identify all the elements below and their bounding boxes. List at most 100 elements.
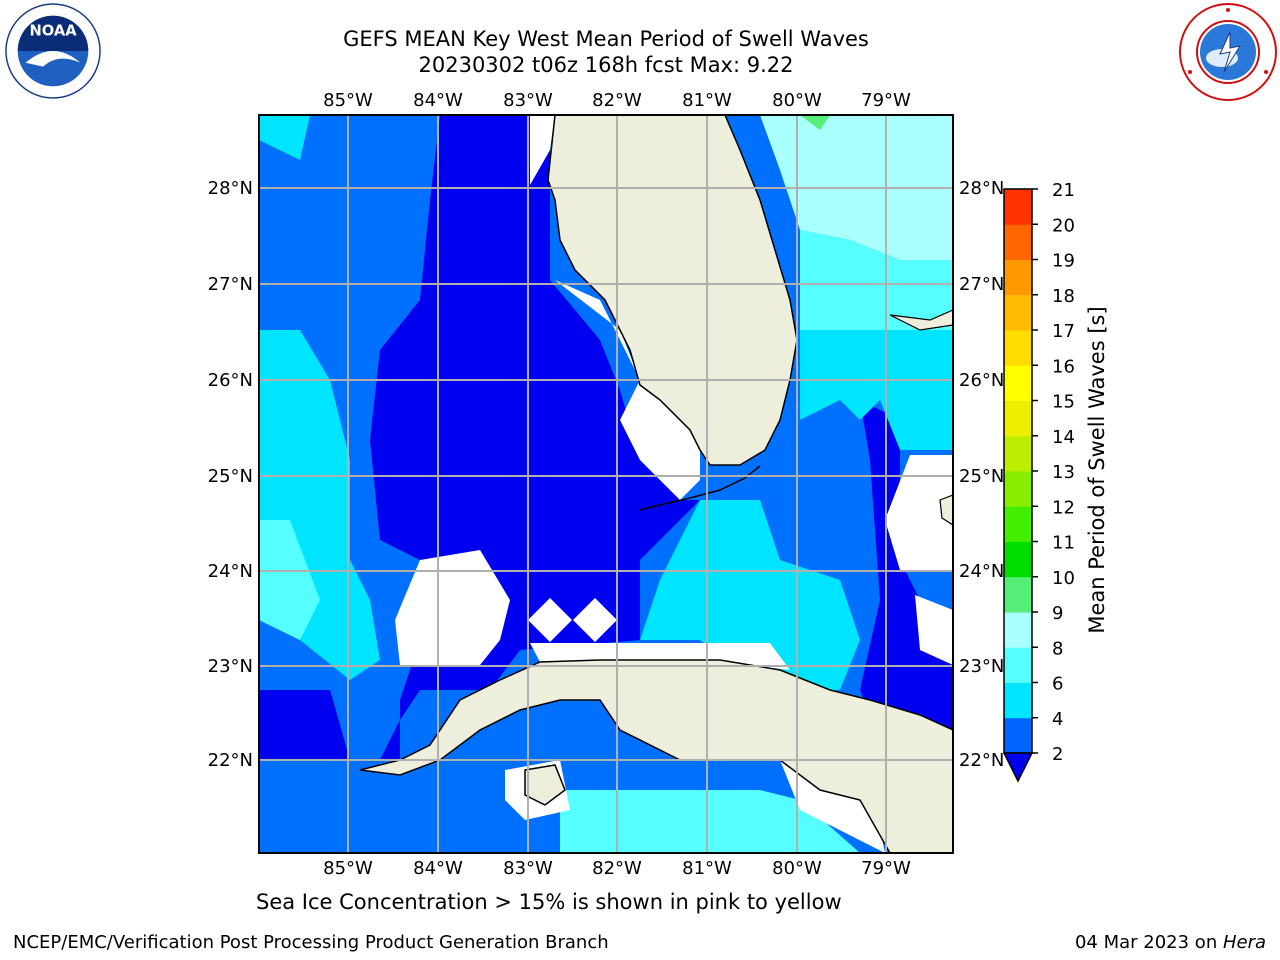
map-area [259,115,953,853]
nodata-region-bahamas-se [915,595,953,665]
land-bahamas-north [889,309,953,331]
footer-host: Hera [1222,932,1266,953]
colorbar-swatch [1004,224,1032,260]
map-gridlines [259,115,953,853]
colorbar-tick-label: 13 [1052,462,1075,483]
lon-labels-bottom: 85°W 84°W 83°W 82°W 81°W 80°W 79°W [323,858,911,879]
nodata-region-diamond-2 [573,598,617,642]
svg-text:NOAA: NOAA [29,22,77,39]
colorbar-swatch [1004,717,1032,754]
nodata-region-nw-florida [530,115,555,185]
nws-logo [1179,3,1277,101]
lat-label: 23°N [959,656,1004,677]
colorbar-tick-label: 8 [1052,638,1063,659]
lat-label: 25°N [208,466,253,487]
lon-label: 85°W [323,858,373,879]
chart-title: GEFS MEAN Key West Mean Period of Swell … [343,27,869,51]
colorbar-swatch [1004,471,1032,507]
lat-labels-right: 28°N 27°N 26°N 25°N 24°N 23°N 22°N [959,178,1004,771]
lon-label: 83°W [503,90,553,111]
lon-label: 82°W [592,858,642,879]
swell-region-lightcyan-west [259,520,320,640]
swell-region-cyan-ne [800,230,953,330]
lat-label: 28°N [208,178,253,199]
sea-ice-note: Sea Ice Concentration > 15% is shown in … [256,890,842,914]
lat-label: 26°N [208,370,253,391]
lat-label: 23°N [208,656,253,677]
swell-region-cyan-nw [259,115,310,160]
chart-subtitle: 20230302 t06z 168h fcst Max: 9.22 [418,53,794,77]
colorbar-swatch [1004,294,1032,331]
colorbar-tick-label: 11 [1052,533,1075,554]
colorbar-tick-label: 15 [1052,392,1075,413]
lon-label: 82°W [592,90,642,111]
colorbar-tick-label: 19 [1052,251,1075,272]
lon-label: 83°W [503,858,553,879]
swell-region-dark-blue-east [860,400,953,740]
land-florida [547,115,798,466]
swell-region-cyan-straits [640,500,860,690]
colorbar-swatch [1004,576,1032,613]
noaa-logo: NOAA [5,3,101,99]
colorbar-tick-label: 4 [1052,709,1063,730]
nodata-region-gulf-coast [555,280,700,500]
nodata-region-diamond-1 [528,598,572,642]
lat-labels-left: 28°N 27°N 26°N 25°N 24°N 23°N 22°N [208,178,253,771]
nodata-region-bahamas-e [885,455,953,570]
colorbar-tick-label: 21 [1052,180,1075,201]
nodata-region-west-cuba [395,550,510,665]
lon-label: 84°W [413,90,463,111]
swell-region-dark-blue [259,115,700,760]
land-cuba [359,659,953,853]
lat-label: 25°N [959,466,1004,487]
lon-label: 81°W [682,858,732,879]
map-frame [258,114,954,854]
colorbar-swatch [1004,682,1032,719]
colorbar-swatch [1004,647,1032,683]
lat-label: 27°N [959,274,1004,295]
colorbar-tick-label: 12 [1052,497,1075,518]
footer-credit: NCEP/EMC/Verification Post Processing Pr… [13,932,609,953]
colorbar-swatch [1004,259,1032,296]
footer-date: 04 Mar 2023 on Hera [1075,932,1266,953]
swell-region-cyan-east [800,330,953,450]
colorbar-tick-label: 2 [1052,744,1063,765]
colorbar-swatch [1004,189,1032,225]
lon-label: 84°W [413,858,463,879]
colorbar-tick-label: 17 [1052,321,1075,342]
lat-label: 24°N [208,561,253,582]
colorbar-tick-label: 20 [1052,215,1075,236]
colorbar-tick-label: 10 [1052,568,1075,589]
lat-label: 22°N [208,750,253,771]
colorbar-swatch [1004,330,1032,366]
colorbar-swatch [1004,435,1032,472]
swell-region-cyan-south [560,790,860,853]
colorbar-label: Mean Period of Swell Waves [s] [1085,306,1109,634]
land-bahamas-andros [939,494,953,526]
colorbar-extend-arrow [1002,752,1034,783]
lon-labels-top: 85°W 84°W 83°W 82°W 81°W 80°W 79°W [323,90,911,111]
colorbar-swatch [1004,506,1032,542]
colorbar: 2 4 6 8 9 10 11 12 13 14 15 16 17 18 19 20 21 [1002,180,1075,783]
colorbar-tick-label: 14 [1052,427,1075,448]
colorbar-swatch [1004,612,1032,648]
lon-label: 81°W [682,90,732,111]
lon-label: 79°W [861,858,911,879]
lon-label: 80°W [772,90,822,111]
lon-label: 80°W [772,858,822,879]
lat-label: 22°N [959,750,1004,771]
colorbar-tick-label: 18 [1052,286,1075,307]
lon-label: 85°W [323,90,373,111]
lat-label: 24°N [959,561,1004,582]
swell-region-green-ne [800,115,830,130]
colorbar-tick-label: 6 [1052,674,1063,695]
lon-label: 79°W [861,90,911,111]
colorbar-tick-label: 9 [1052,603,1063,624]
footer-date-text: 04 Mar 2023 on [1074,932,1223,953]
land-isla-juventud [524,764,566,806]
lat-label: 26°N [959,370,1004,391]
colorbar-tick-label: 16 [1052,356,1075,377]
colorbar-swatch [1004,400,1032,437]
colorbar-swatch [1004,365,1032,401]
